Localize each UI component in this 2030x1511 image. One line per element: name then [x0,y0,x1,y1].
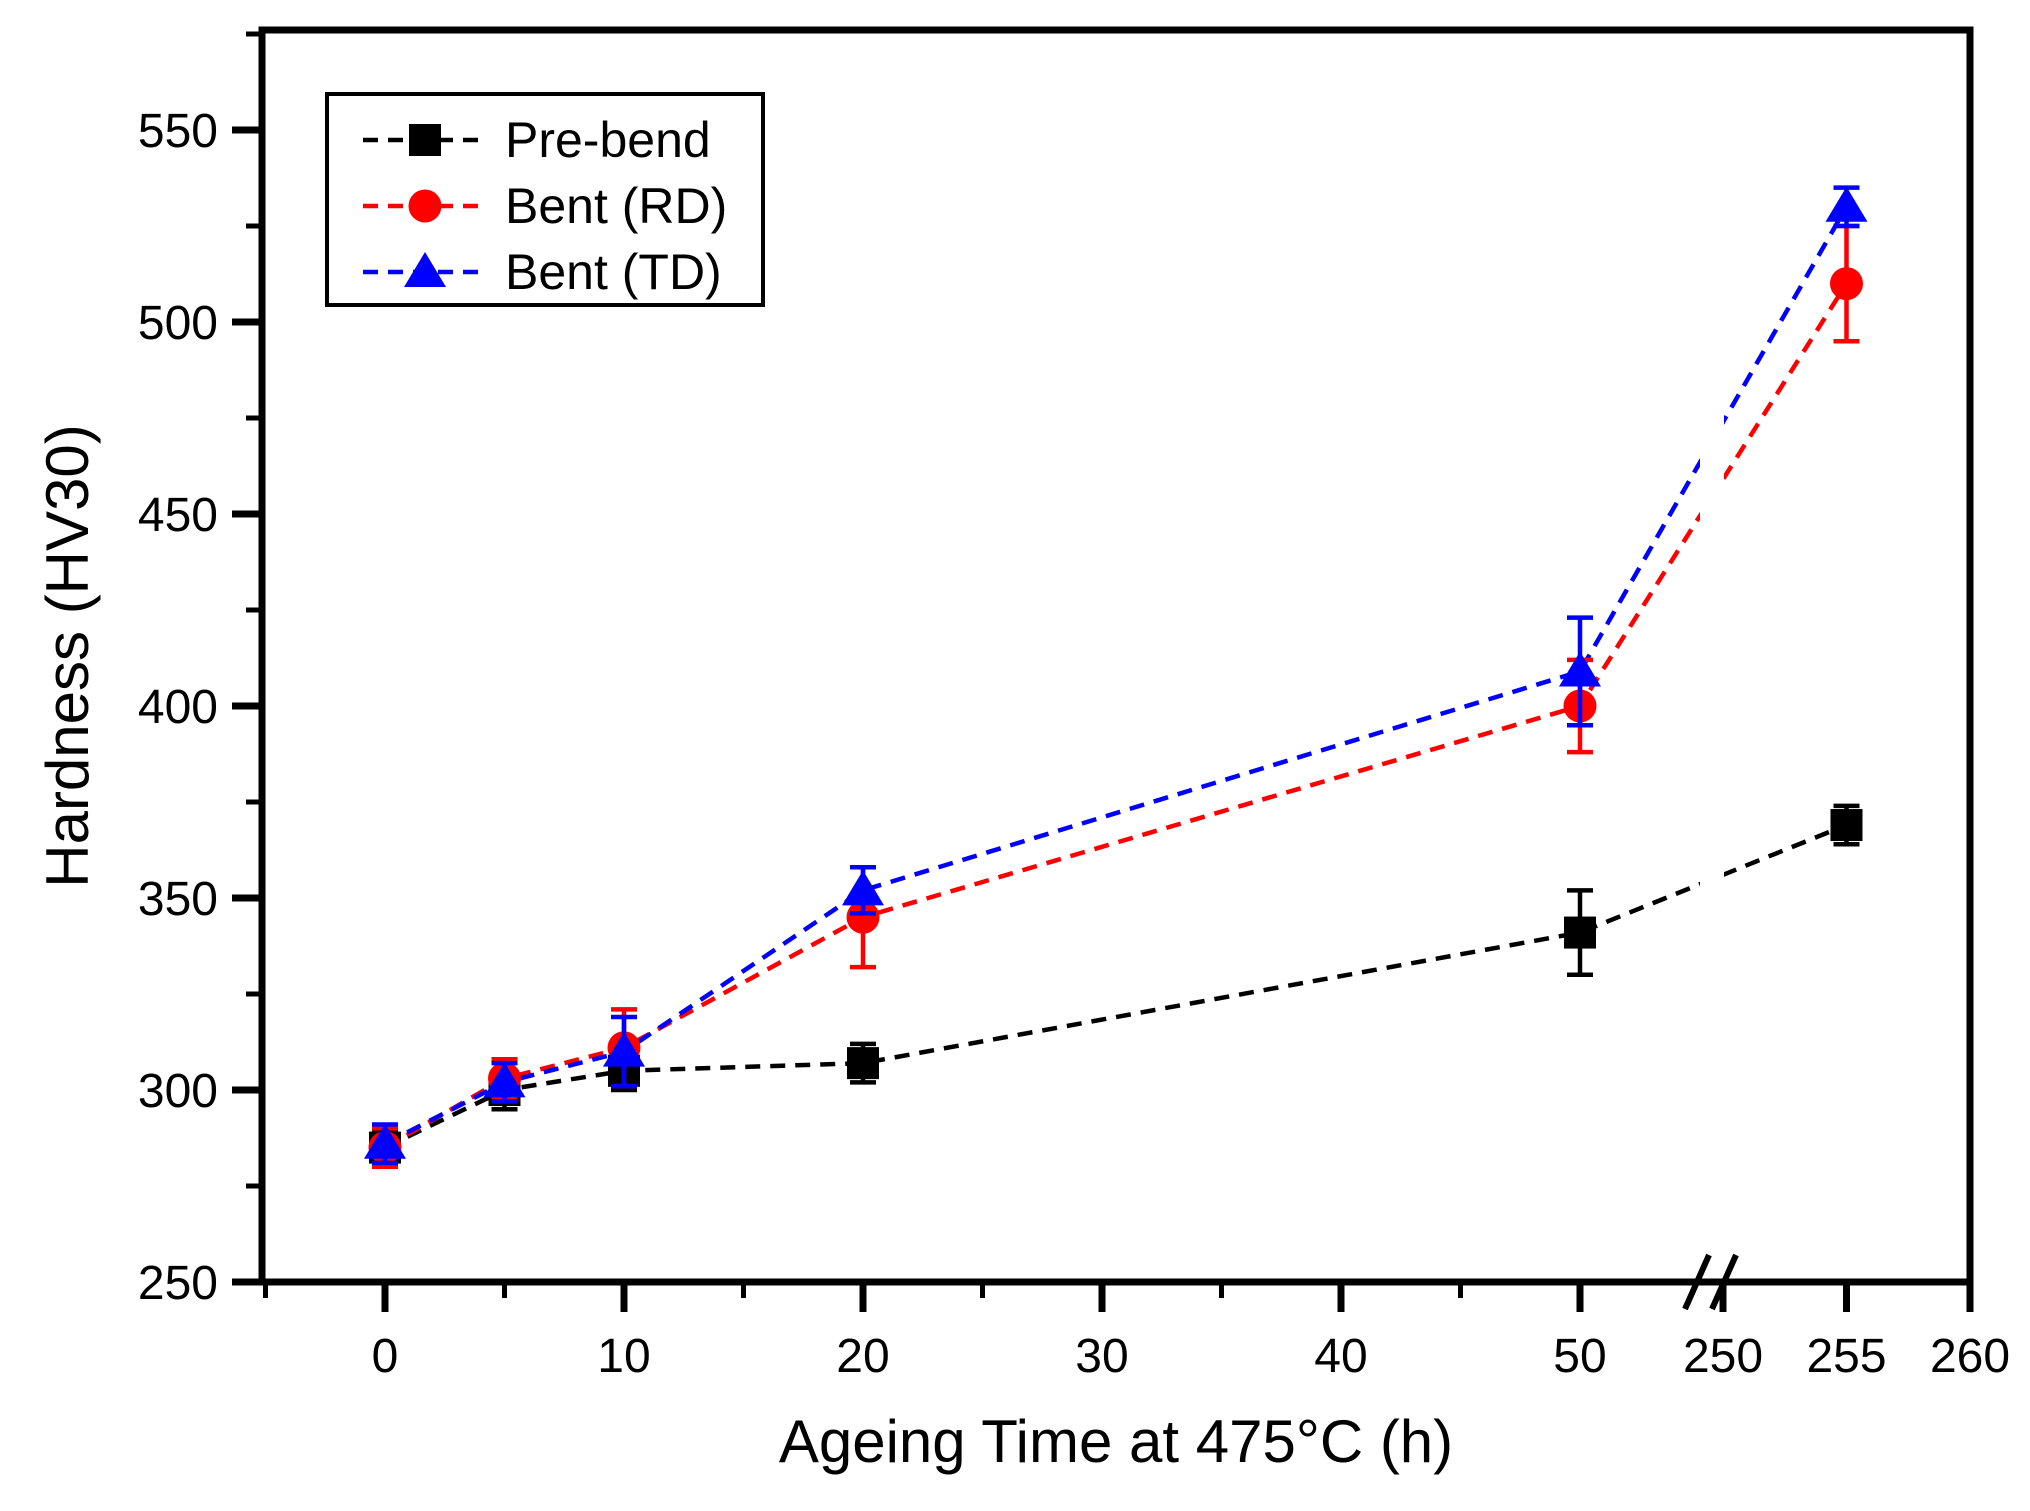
series-layer [383,205,1849,1150]
data-point-square [409,124,441,156]
data-point-circle [1830,267,1863,301]
series-points-bent-td- [364,185,1868,1166]
x-tick-label: 255 [1806,1330,1886,1383]
y-axis-title: Hardness (HV30) [34,424,101,888]
x-tick-label: 30 [1075,1330,1128,1383]
y-tick-label: 400 [138,681,218,734]
x-tick-label: 260 [1930,1330,2010,1383]
axis-break-gap [1700,35,1724,1276]
x-tick-label: 10 [597,1330,650,1383]
series-line-bent-td- [383,205,1849,1146]
legend: Pre-bend Bent (RD) Bent (TD) [325,92,765,307]
data-point-triangle [364,1123,406,1159]
marker-layer [364,185,1868,1170]
legend-label: Bent (RD) [505,178,727,234]
x-tick-label: 250 [1683,1330,1763,1383]
series-points-bent-rd- [368,223,1863,1170]
x-tick-label: 40 [1314,1330,1367,1383]
x-tick-label: 50 [1553,1330,1606,1383]
data-point-triangle [1825,186,1868,222]
legend-item-bent-td-: Bent (TD) [363,244,722,300]
axis-break-slash-1 [1682,1253,1712,1311]
legend-item-pre-bend: Pre-bend [363,112,711,168]
legend-label: Pre-bend [505,112,711,168]
data-point-triangle [1559,651,1601,687]
legend-item-bent-rd-: Bent (RD) [363,178,727,234]
y-tick-label: 300 [138,1065,218,1118]
plot-frame [258,26,1974,1286]
y-tick-label: 250 [138,1257,218,1310]
data-point-square [1564,916,1596,949]
y-tick-label: 550 [138,105,218,158]
y-tick-label: 450 [138,489,218,542]
y-tick-label: 350 [138,873,218,926]
legend-label: Bent (TD) [505,244,722,300]
data-point-triangle [483,1062,526,1098]
x-tick-label: 20 [836,1330,889,1383]
series-points-pre-bend [369,803,1863,1166]
series-line-bent-rd- [383,282,1849,1150]
data-point-square [847,1047,879,1080]
data-point-triangle [404,252,446,287]
tick-layer: 250 300 350 400 450 500 550 0 10 20 30 40 50 250 255 26… [138,31,2010,1383]
x-tick-label: 0 [372,1330,399,1383]
axis-break-layer [1700,35,1724,1276]
data-point-triangle [842,870,884,906]
data-point-triangle [603,1031,645,1067]
y-tick-label: 500 [138,297,218,350]
data-point-square [1830,809,1863,842]
x-axis-title: Ageing Time at 475°C (h) [779,1408,1453,1475]
data-point-circle [408,189,442,223]
data-point-circle [846,900,880,934]
series-line-pre-bend [384,822,1848,1150]
